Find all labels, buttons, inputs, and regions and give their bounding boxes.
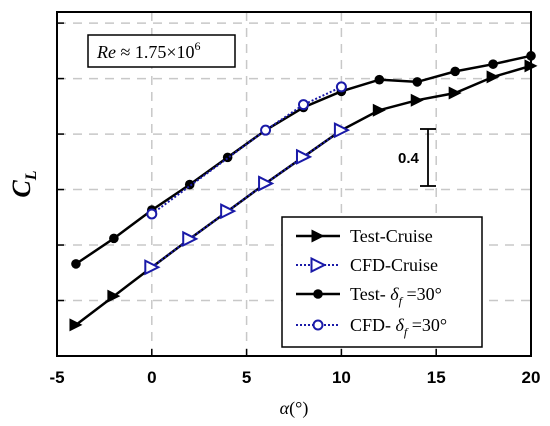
x-axis-symbol: α xyxy=(280,398,290,418)
legend-item-2: Test- δf =30° xyxy=(296,284,442,308)
data-point xyxy=(107,289,121,303)
series-1 xyxy=(144,122,351,276)
data-point xyxy=(222,152,233,163)
data-point xyxy=(450,66,460,77)
series-layer xyxy=(69,51,538,332)
y-axis-sub: L xyxy=(23,170,40,181)
series-line xyxy=(151,85,342,215)
data-point xyxy=(412,77,423,87)
data-point xyxy=(182,230,199,248)
series-line xyxy=(151,129,342,269)
reynolds-exponent: 6 xyxy=(195,39,201,53)
data-point xyxy=(184,179,195,190)
data-point xyxy=(71,259,81,269)
legend-marker xyxy=(312,319,324,331)
data-point xyxy=(295,148,313,165)
data-point xyxy=(448,86,462,100)
data-point xyxy=(488,59,498,69)
data-point xyxy=(372,103,386,117)
reynolds-prefix: Re xyxy=(96,42,116,62)
legend-marker xyxy=(313,289,323,299)
data-point xyxy=(297,99,309,111)
reynolds-box xyxy=(87,34,236,68)
legend-label: CFD-Cruise xyxy=(350,255,438,275)
scale-bar-label: 0.4 xyxy=(398,150,420,167)
data-point xyxy=(260,124,272,136)
reynolds-value: ≈ 1.75×10 xyxy=(116,42,195,62)
x-tick-label: 15 xyxy=(427,368,446,387)
data-point xyxy=(220,203,237,220)
series-3 xyxy=(146,81,347,220)
data-point xyxy=(335,81,347,93)
data-point xyxy=(146,208,158,220)
legend: Test-Cruise CFD-Cruise Test- δf =30° CFD- δ… xyxy=(281,216,483,348)
x-tick-label: 0 xyxy=(147,368,156,387)
x-tick-label: 5 xyxy=(242,368,251,387)
plot-frame xyxy=(56,11,532,357)
data-point xyxy=(258,175,275,192)
x-tick-label: 20 xyxy=(522,368,541,387)
data-point xyxy=(526,51,536,61)
data-point xyxy=(486,70,500,84)
legend-item-1: CFD-Cruise xyxy=(296,255,438,275)
legend-item-0: Test-Cruise xyxy=(296,226,433,246)
legend-label: CFD- δf =30° xyxy=(350,315,447,339)
legend-label: Test-Cruise xyxy=(350,226,433,246)
data-point xyxy=(69,318,83,332)
reynolds-label: Re ≈ 1.75×106 xyxy=(96,39,201,62)
x-tick-label: 10 xyxy=(332,368,351,387)
y-axis-label: CL xyxy=(7,170,40,197)
y-axis-main: C xyxy=(7,180,36,198)
legend-marker xyxy=(310,256,327,274)
data-point xyxy=(410,93,424,107)
data-point xyxy=(333,122,351,139)
data-point xyxy=(374,74,385,85)
x-axis-unit: (°) xyxy=(289,398,308,419)
data-point xyxy=(524,59,538,73)
x-axis-label: α(°) xyxy=(280,398,309,419)
data-point xyxy=(109,233,119,244)
x-tick-label: -5 xyxy=(49,368,64,387)
legend-label: Test- δf =30° xyxy=(350,284,442,308)
data-point xyxy=(144,259,161,276)
axis-ticks: -5 0 5 10 15 20 xyxy=(49,22,541,387)
legend-marker xyxy=(311,229,325,243)
legend-item-3: CFD- δf =30° xyxy=(296,315,447,339)
